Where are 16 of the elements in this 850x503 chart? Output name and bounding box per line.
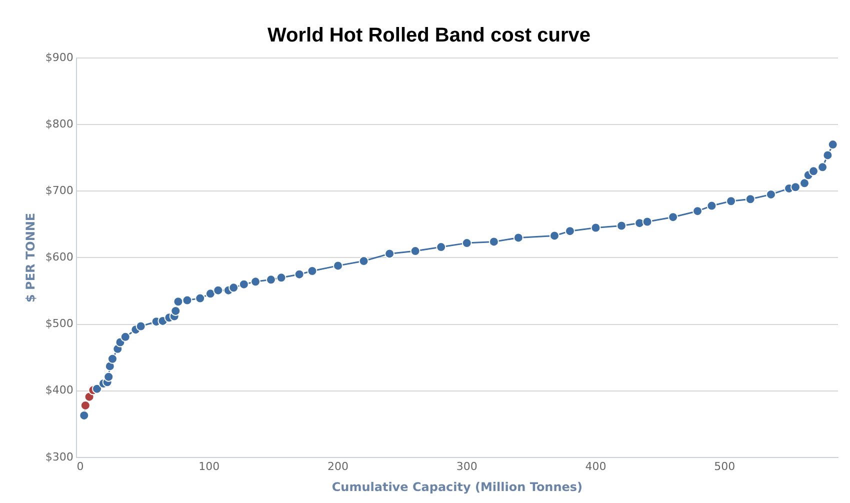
y-tick-label: $700 (45, 184, 74, 197)
y-axis-title: $ PER TONNE (23, 212, 38, 303)
x-tick-label: 0 (76, 460, 84, 473)
x-tick-label: 500 (714, 460, 736, 473)
y-tick-label: $400 (45, 384, 74, 397)
x-tick-label: 300 (456, 460, 478, 473)
y-tick-label: $500 (45, 317, 74, 330)
y-tick-label: $600 (45, 250, 74, 264)
x-tick-label: 200 (327, 460, 348, 473)
y-tick-label: $800 (45, 117, 74, 130)
y-tick-label: $300 (45, 450, 74, 464)
chart-title: World Hot Rolled Band cost curve (268, 24, 590, 47)
x-tick-label: 400 (585, 460, 606, 473)
x-axis-title: Cumulative Capacity (Million Tonnes) (332, 480, 583, 494)
y-tick-label: $900 (45, 50, 74, 64)
x-tick-label: 100 (198, 460, 220, 473)
